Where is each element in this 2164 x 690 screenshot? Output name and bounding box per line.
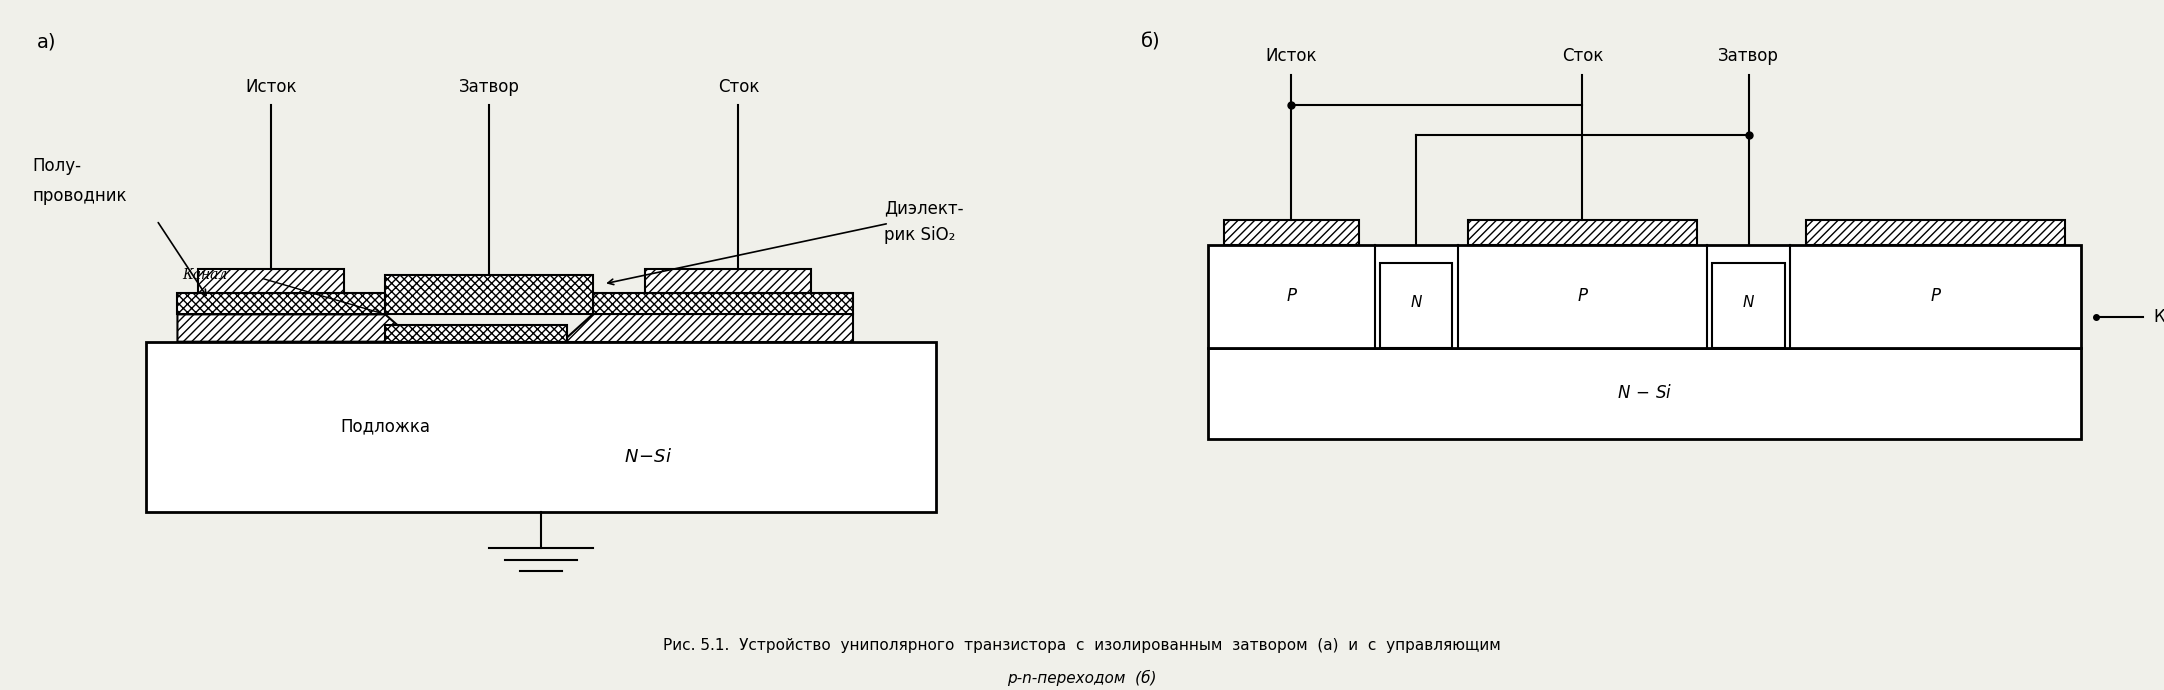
Polygon shape (385, 275, 593, 315)
Text: P: P (1285, 287, 1296, 305)
Bar (385, 325, 567, 342)
Bar (1467, 220, 1697, 244)
Text: $N\,-\,Si$: $N\,-\,Si$ (1617, 384, 1673, 402)
Text: N: N (1411, 295, 1422, 310)
Text: P: P (1930, 287, 1941, 305)
Text: N: N (1411, 287, 1422, 305)
Text: P: P (1578, 287, 1588, 305)
Text: б): б) (1140, 32, 1160, 51)
Text: Затвор: Затвор (459, 78, 519, 96)
Text: Подложка: Подложка (340, 417, 431, 435)
Text: проводник: проводник (32, 187, 126, 205)
Polygon shape (177, 315, 415, 342)
Bar (1805, 220, 2064, 244)
Text: а): а) (37, 32, 56, 51)
Text: Исток: Исток (245, 78, 296, 96)
Text: p-n-переходом  (б): p-n-переходом (б) (1006, 669, 1158, 686)
Text: $N\!-\!Si$: $N\!-\!Si$ (623, 448, 673, 466)
Text: Канал: Канал (2153, 308, 2164, 326)
Text: Затвор: Затвор (1718, 48, 1779, 66)
Text: Полу-: Полу- (32, 157, 80, 175)
Bar (199, 269, 344, 293)
Text: Исток: Исток (1266, 48, 1318, 66)
Bar (1712, 263, 1785, 348)
Text: Канал: Канал (182, 268, 227, 282)
Bar (1381, 263, 1452, 348)
Text: Сток: Сток (1562, 48, 1604, 66)
Text: Сток: Сток (718, 78, 760, 96)
Bar (147, 342, 935, 512)
Bar (645, 269, 812, 293)
Text: N: N (1742, 287, 1755, 305)
Polygon shape (177, 293, 385, 315)
Text: Диэлект-: Диэлект- (883, 199, 963, 217)
Text: рик SiO₂: рик SiO₂ (883, 226, 954, 244)
Text: Рис. 5.1.  Устройство  униполярного  транзистора  с  изолированным  затвором  (а: Рис. 5.1. Устройство униполярного транзи… (662, 638, 1502, 653)
Bar (1208, 244, 2082, 348)
Polygon shape (563, 315, 853, 342)
Bar (1208, 348, 2082, 439)
Text: N: N (1742, 295, 1755, 310)
Bar (1225, 220, 1359, 244)
Polygon shape (593, 293, 853, 315)
